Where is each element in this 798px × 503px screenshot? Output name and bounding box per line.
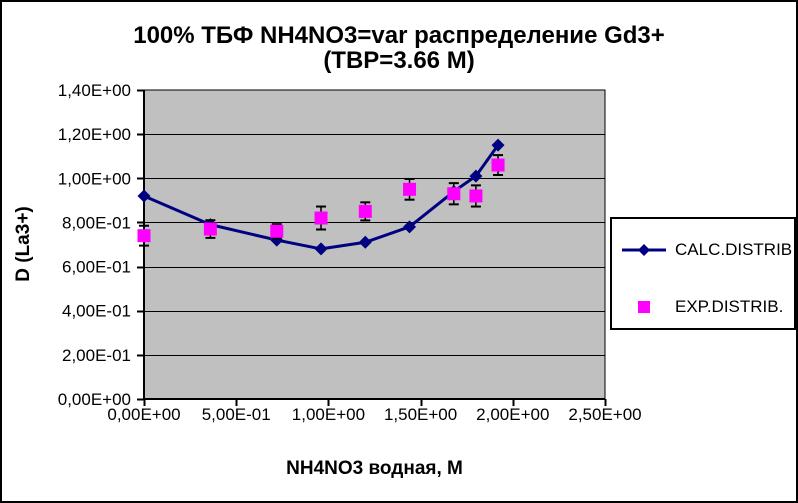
calc-diamond-marker <box>403 220 417 234</box>
legend-box: CALC.DISTRIB EXP.DISTRIB. <box>610 217 796 330</box>
exp-square-marker <box>314 211 328 225</box>
calc-diamond-marker <box>137 189 151 203</box>
chart-title-line2: (TBP=3.66 M) <box>323 47 475 74</box>
chart-title: 100% ТБФ NH4NO3=var распределение Gd3+ (… <box>2 23 796 73</box>
calc-line-diamond-icon <box>621 242 667 258</box>
exp-square-marker <box>358 204 372 218</box>
legend-label-exp: EXP.DISTRIB. <box>675 297 784 316</box>
exp-square-marker <box>270 224 284 238</box>
y-tick-label: 1,40E+00 <box>58 81 131 100</box>
x-tick-label: 1,50E+00 <box>384 405 457 424</box>
calc-diamond-marker <box>358 235 372 249</box>
y-axis-title: D (La3+) <box>13 206 34 282</box>
exp-square-marker <box>137 229 151 243</box>
y-tick-label: 2,00E-01 <box>62 346 131 365</box>
x-axis-title: NH4NO3 водная, М <box>286 458 463 479</box>
legend-entry-calc: CALC.DISTRIB <box>621 238 792 262</box>
calc-diamond-marker <box>314 242 328 256</box>
exp-square-marker <box>491 158 505 172</box>
legend-label-calc: CALC.DISTRIB <box>675 240 793 259</box>
exp-square-marker <box>447 187 461 201</box>
exp-square-marker <box>403 182 417 196</box>
y-tick-label: 1,00E+00 <box>58 169 131 188</box>
exp-square-marker <box>469 189 483 203</box>
y-tick-label: 0,00E+00 <box>58 390 131 409</box>
chart-title-line1: 100% ТБФ NH4NO3=var распределение Gd3+ <box>133 22 665 49</box>
x-tick-label: 2,00E+00 <box>476 405 549 424</box>
plot-area <box>143 89 606 400</box>
y-tick-label: 6,00E-01 <box>62 258 131 277</box>
exp-square-marker <box>203 222 217 236</box>
calc-diamond-marker <box>491 138 505 152</box>
x-tick-label: 0,00E+00 <box>107 405 180 424</box>
y-tick-label: 8,00E-01 <box>62 213 131 232</box>
x-tick-label: 5,00E-01 <box>202 405 271 424</box>
calc-diamond-marker <box>469 169 483 183</box>
x-tick-label: 1,00E+00 <box>292 405 365 424</box>
exp-square-icon <box>621 299 667 315</box>
x-tick-label: 2,50E+00 <box>568 405 641 424</box>
y-tick-label: 4,00E-01 <box>62 302 131 321</box>
y-tick-label: 1,20E+00 <box>58 125 131 144</box>
legend-entry-exp: EXP.DISTRIB. <box>621 295 783 319</box>
